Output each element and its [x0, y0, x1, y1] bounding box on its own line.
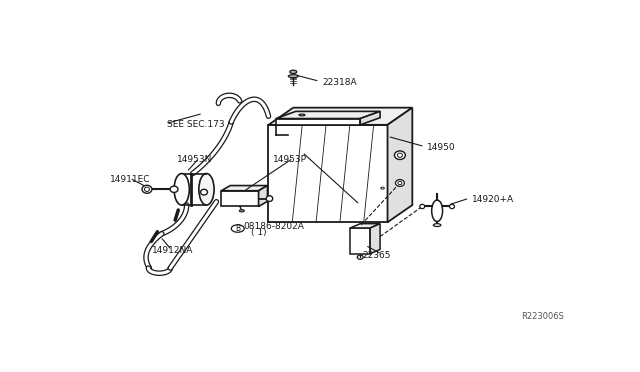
Ellipse shape	[396, 180, 404, 186]
Text: 14920+A: 14920+A	[472, 195, 514, 204]
Text: 14911EC: 14911EC	[110, 175, 150, 184]
Polygon shape	[370, 224, 380, 254]
Polygon shape	[221, 191, 259, 206]
Polygon shape	[269, 108, 412, 125]
Text: B: B	[235, 224, 240, 233]
Polygon shape	[360, 111, 380, 125]
Ellipse shape	[420, 204, 425, 209]
Polygon shape	[388, 108, 412, 222]
Ellipse shape	[239, 210, 244, 212]
Polygon shape	[259, 186, 268, 206]
Polygon shape	[350, 224, 380, 228]
Ellipse shape	[142, 185, 152, 193]
Ellipse shape	[357, 255, 364, 259]
Text: 14953N: 14953N	[177, 155, 212, 164]
Ellipse shape	[174, 173, 189, 205]
Polygon shape	[350, 228, 370, 254]
Ellipse shape	[449, 204, 454, 209]
Ellipse shape	[200, 189, 207, 195]
Text: 14950: 14950	[428, 143, 456, 152]
Text: 22365: 22365	[363, 251, 391, 260]
Polygon shape	[221, 186, 268, 191]
Ellipse shape	[433, 224, 441, 227]
Ellipse shape	[266, 196, 273, 202]
Text: 22318A: 22318A	[322, 78, 356, 87]
Text: R223006S: R223006S	[521, 312, 564, 321]
Text: 14953P: 14953P	[273, 155, 307, 164]
Text: 14912NA: 14912NA	[152, 246, 193, 255]
Ellipse shape	[170, 186, 178, 192]
Ellipse shape	[394, 151, 405, 160]
Polygon shape	[269, 125, 388, 222]
Polygon shape	[276, 111, 380, 119]
Ellipse shape	[199, 173, 214, 205]
Polygon shape	[276, 119, 360, 125]
Ellipse shape	[290, 70, 297, 74]
Text: SEE SEC.173: SEE SEC.173	[167, 121, 225, 129]
Ellipse shape	[431, 200, 443, 221]
Ellipse shape	[288, 75, 298, 78]
Text: ( 1): ( 1)	[251, 228, 267, 237]
Text: 08186-8202A: 08186-8202A	[244, 222, 305, 231]
